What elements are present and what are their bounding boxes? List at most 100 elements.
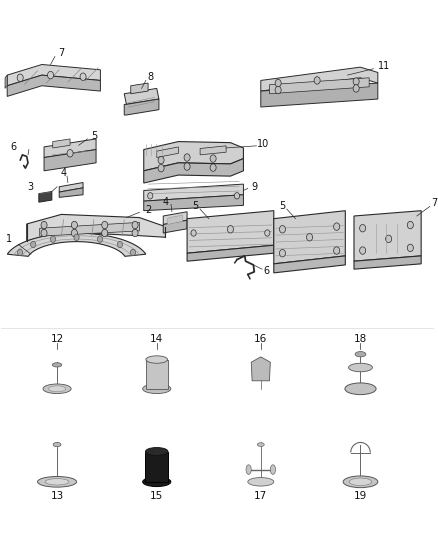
Polygon shape bbox=[40, 222, 139, 236]
Circle shape bbox=[407, 221, 413, 229]
Text: 12: 12 bbox=[50, 334, 64, 344]
Text: 6: 6 bbox=[263, 266, 269, 276]
Circle shape bbox=[71, 221, 78, 229]
Polygon shape bbox=[144, 142, 244, 171]
Circle shape bbox=[275, 79, 281, 87]
Circle shape bbox=[334, 223, 340, 230]
Circle shape bbox=[132, 221, 138, 229]
Circle shape bbox=[234, 192, 240, 199]
Circle shape bbox=[17, 74, 23, 82]
Polygon shape bbox=[274, 256, 345, 273]
Text: 2: 2 bbox=[145, 205, 151, 215]
Polygon shape bbox=[5, 75, 7, 88]
Text: 11: 11 bbox=[378, 61, 390, 70]
Circle shape bbox=[98, 236, 102, 243]
Circle shape bbox=[353, 78, 359, 85]
Ellipse shape bbox=[43, 384, 71, 393]
Ellipse shape bbox=[143, 477, 171, 487]
Ellipse shape bbox=[345, 383, 376, 394]
Ellipse shape bbox=[143, 384, 171, 393]
Ellipse shape bbox=[355, 352, 366, 357]
Circle shape bbox=[210, 164, 216, 171]
Circle shape bbox=[275, 86, 281, 94]
Polygon shape bbox=[163, 212, 187, 224]
Polygon shape bbox=[354, 256, 421, 269]
Circle shape bbox=[41, 229, 47, 237]
Circle shape bbox=[360, 224, 366, 232]
Circle shape bbox=[279, 249, 286, 257]
Text: 9: 9 bbox=[251, 182, 258, 192]
Circle shape bbox=[102, 221, 108, 229]
Circle shape bbox=[41, 221, 47, 229]
Circle shape bbox=[191, 230, 196, 236]
Text: 4: 4 bbox=[60, 168, 67, 178]
Ellipse shape bbox=[343, 476, 378, 488]
Polygon shape bbox=[124, 88, 159, 104]
Circle shape bbox=[314, 77, 320, 84]
Polygon shape bbox=[145, 451, 168, 482]
Text: 18: 18 bbox=[354, 334, 367, 344]
Polygon shape bbox=[44, 150, 96, 171]
Circle shape bbox=[132, 229, 138, 237]
Text: 15: 15 bbox=[150, 491, 163, 501]
Circle shape bbox=[71, 229, 78, 237]
Circle shape bbox=[265, 230, 270, 236]
Circle shape bbox=[18, 249, 23, 256]
Text: 14: 14 bbox=[150, 334, 163, 344]
Circle shape bbox=[360, 247, 366, 254]
Text: 1: 1 bbox=[6, 234, 12, 244]
Circle shape bbox=[257, 364, 264, 372]
Circle shape bbox=[102, 229, 108, 237]
Polygon shape bbox=[187, 245, 274, 261]
Polygon shape bbox=[7, 233, 146, 256]
Ellipse shape bbox=[248, 478, 274, 486]
Circle shape bbox=[158, 157, 164, 164]
Polygon shape bbox=[157, 147, 178, 158]
Ellipse shape bbox=[257, 443, 264, 447]
Polygon shape bbox=[59, 188, 83, 197]
Text: 8: 8 bbox=[147, 72, 153, 82]
Ellipse shape bbox=[38, 477, 77, 487]
Circle shape bbox=[184, 163, 190, 170]
Polygon shape bbox=[274, 211, 345, 264]
Polygon shape bbox=[44, 139, 96, 158]
Polygon shape bbox=[168, 215, 183, 224]
Polygon shape bbox=[200, 146, 226, 155]
Polygon shape bbox=[131, 83, 148, 94]
Polygon shape bbox=[144, 195, 244, 211]
Polygon shape bbox=[59, 182, 83, 192]
Text: 6: 6 bbox=[11, 142, 17, 152]
Ellipse shape bbox=[48, 386, 66, 392]
Text: 4: 4 bbox=[162, 197, 169, 207]
Polygon shape bbox=[144, 159, 244, 183]
Circle shape bbox=[334, 247, 340, 254]
Ellipse shape bbox=[52, 363, 62, 367]
Polygon shape bbox=[7, 75, 100, 96]
Circle shape bbox=[210, 155, 216, 163]
Circle shape bbox=[184, 154, 190, 161]
Text: 5: 5 bbox=[279, 201, 286, 211]
Ellipse shape bbox=[145, 448, 168, 456]
Polygon shape bbox=[53, 139, 70, 148]
Polygon shape bbox=[144, 184, 244, 201]
Circle shape bbox=[50, 236, 56, 243]
Circle shape bbox=[407, 244, 413, 252]
Circle shape bbox=[307, 233, 313, 241]
Circle shape bbox=[227, 225, 233, 233]
Polygon shape bbox=[27, 214, 166, 241]
Circle shape bbox=[131, 249, 136, 256]
Text: 10: 10 bbox=[257, 139, 269, 149]
Text: 5: 5 bbox=[193, 201, 199, 211]
Circle shape bbox=[117, 241, 123, 248]
Text: 17: 17 bbox=[254, 491, 268, 501]
Polygon shape bbox=[187, 211, 274, 253]
Circle shape bbox=[67, 150, 73, 157]
Text: 3: 3 bbox=[27, 182, 33, 192]
Text: 19: 19 bbox=[354, 491, 367, 501]
Ellipse shape bbox=[270, 465, 276, 474]
Ellipse shape bbox=[146, 356, 168, 364]
Circle shape bbox=[148, 192, 153, 199]
Polygon shape bbox=[251, 357, 270, 381]
Circle shape bbox=[385, 235, 392, 243]
Circle shape bbox=[47, 71, 53, 79]
